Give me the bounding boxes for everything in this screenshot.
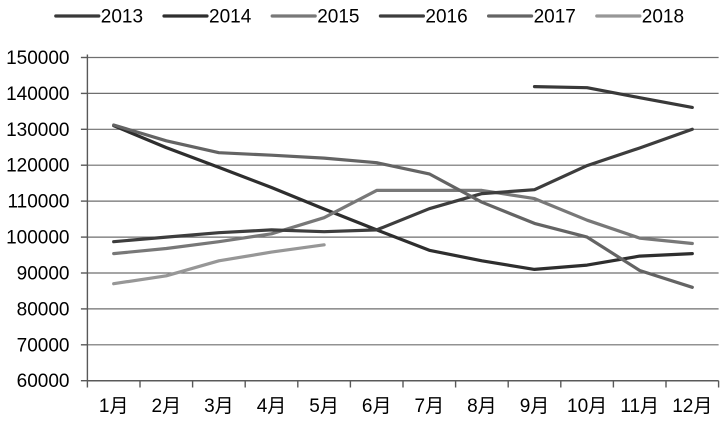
svg-text:100000: 100000 <box>6 228 69 249</box>
svg-text:12月: 12月 <box>672 396 712 417</box>
svg-text:11月: 11月 <box>620 396 659 417</box>
svg-text:110000: 110000 <box>8 192 70 213</box>
svg-text:7月: 7月 <box>415 396 445 417</box>
svg-text:80000: 80000 <box>17 299 70 320</box>
svg-text:2018: 2018 <box>642 7 684 28</box>
svg-text:90000: 90000 <box>17 264 70 285</box>
svg-text:8月: 8月 <box>467 396 497 417</box>
svg-text:10月: 10月 <box>567 396 607 417</box>
svg-text:2017: 2017 <box>534 7 576 28</box>
svg-text:2013: 2013 <box>101 7 143 28</box>
svg-text:3月: 3月 <box>204 396 234 417</box>
svg-text:2016: 2016 <box>425 7 467 28</box>
svg-text:1月: 1月 <box>99 396 129 417</box>
svg-text:2014: 2014 <box>209 7 252 28</box>
svg-text:4月: 4月 <box>257 396 287 417</box>
svg-text:70000: 70000 <box>17 335 70 356</box>
svg-text:2015: 2015 <box>317 7 359 28</box>
svg-text:140000: 140000 <box>6 84 69 105</box>
svg-text:6月: 6月 <box>362 396 392 417</box>
svg-text:5月: 5月 <box>309 396 339 417</box>
svg-text:9月: 9月 <box>520 396 550 417</box>
svg-text:60000: 60000 <box>17 371 70 392</box>
svg-text:2月: 2月 <box>152 396 182 417</box>
svg-text:120000: 120000 <box>6 156 69 177</box>
svg-text:150000: 150000 <box>6 48 69 69</box>
svg-text:130000: 130000 <box>6 120 69 141</box>
